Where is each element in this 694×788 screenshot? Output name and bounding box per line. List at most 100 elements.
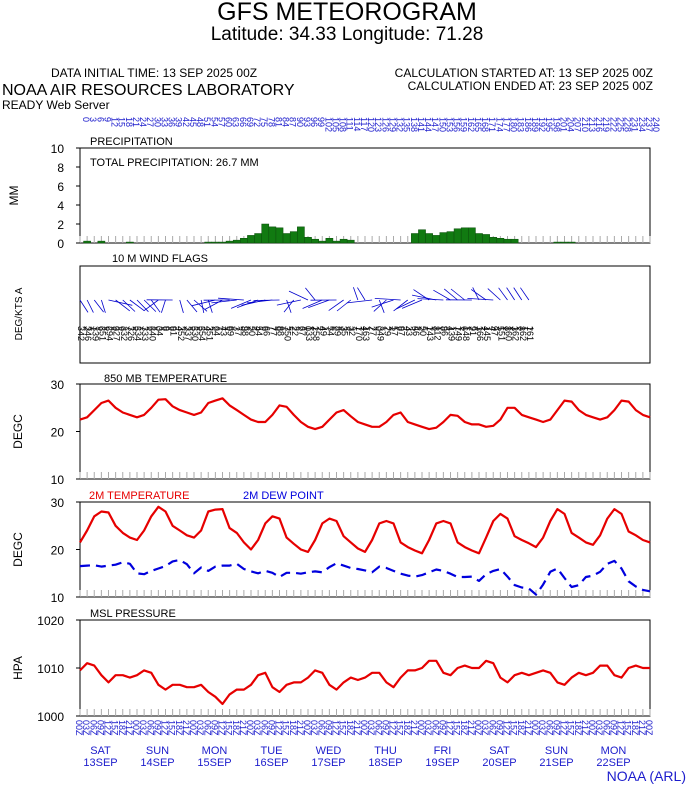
forecast-hour-label: 216: [594, 117, 604, 132]
wind-flag-label: 50: [418, 326, 428, 336]
wind-flag-label: 77: [368, 326, 378, 336]
wind-flag-label: 7: [424, 326, 434, 331]
day-of-week-label: MON: [601, 745, 627, 757]
forecast-hour-label: 138: [409, 117, 419, 132]
wind-barb: [143, 299, 159, 312]
utc-hour-label: 15Z: [509, 720, 519, 736]
utc-hour-label: 00Z: [644, 720, 654, 736]
utc-hour-label: 09Z: [608, 720, 618, 736]
utc-hour-label: 12Z: [559, 720, 569, 736]
wind-flag-label: 1: [89, 326, 99, 331]
wind-barb: [93, 299, 104, 313]
wind-flag-label: 5: [189, 326, 199, 331]
wind-barb: [371, 299, 394, 308]
precip-y-axis-tick-label: 0: [57, 237, 64, 251]
mslp-y-axis-tick-label: 1010: [37, 662, 64, 676]
wind-flag-label: 3: [339, 326, 349, 331]
t850-title: 850 MB TEMPERATURE: [104, 373, 227, 385]
forecast-hour-label: 6: [95, 117, 105, 122]
wind-flag-label: 4: [175, 326, 185, 331]
utc-hour-label: 09Z: [152, 720, 162, 736]
utc-hour-label: 03Z: [537, 720, 547, 736]
precip-bar: [318, 240, 327, 244]
wind-flag-label: 54: [325, 326, 335, 336]
precip-bar: [311, 238, 319, 244]
wind-flag-label: 8: [274, 326, 284, 331]
forecast-hour-label: 222: [608, 117, 618, 132]
wind-frame: [79, 265, 651, 364]
wind-flag-label: 2: [417, 326, 427, 331]
wind-flag-label: 333: [140, 326, 150, 341]
wind-flag-label: 9: [225, 326, 235, 331]
wind-flag-label: 7: [453, 326, 463, 331]
forecast-hour-label: 153: [444, 117, 454, 132]
wind-flag-label: 352: [176, 326, 186, 341]
utc-hour-label: 21Z: [238, 720, 248, 736]
forecast-hour-label: 117: [359, 117, 369, 131]
precip-bar: [567, 241, 576, 244]
wind-barb: [472, 287, 480, 301]
forecast-hour-label: 204: [566, 117, 576, 132]
precip-bar: [425, 233, 433, 244]
mslp-frame: [79, 619, 651, 717]
forecast-hour-label: 132: [395, 117, 405, 132]
precip-bar: [482, 234, 490, 244]
wind-flag-label: 326: [126, 326, 136, 341]
wind-flag-label: 349: [375, 326, 385, 341]
wind-flag-label: 158: [311, 326, 321, 341]
utc-hour-label: 12Z: [616, 720, 626, 736]
wind-barb: [433, 289, 451, 301]
wind-flag-label: 6: [103, 326, 113, 331]
wind-flag-label: 8: [431, 326, 441, 331]
wind-flag-label: 50: [247, 326, 257, 336]
forecast-hour-label: 24: [138, 117, 148, 127]
forecast-hour-label: 39: [174, 117, 184, 127]
wind-flag-label: 149: [454, 326, 464, 341]
data-initial-time: DATA INITIAL TIME: 13 SEP 2025 00Z: [51, 66, 258, 80]
utc-hour-label: 12Z: [103, 720, 113, 736]
wind-barb: [86, 299, 94, 313]
wind-flag-label: 342: [76, 326, 86, 341]
precip-bar: [275, 227, 284, 244]
forecast-hour-label: 123: [373, 117, 383, 132]
forecast-hour-label: 201: [558, 117, 568, 132]
precip-bar: [560, 241, 569, 244]
utc-hour-label: 15Z: [224, 720, 234, 736]
calculation-ended: CALCULATION ENDED AT: 23 SEP 2025 00Z: [407, 79, 653, 93]
date-label: 15SEP: [197, 757, 231, 769]
forecast-hour-label: 69: [245, 117, 255, 127]
precip-bar: [489, 237, 498, 244]
t850-y-axis-tick-label: 20: [51, 426, 65, 440]
wind-flag-label: 57: [390, 326, 400, 336]
forecast-hour-label: 195: [544, 117, 554, 132]
utc-hour-label: 00Z: [74, 720, 84, 736]
wind-flag-label: 9: [111, 326, 121, 331]
forecast-hour-label: 210: [580, 117, 590, 132]
wind-barb: [115, 299, 131, 312]
forecast-hour-label: 90: [295, 117, 305, 127]
wind-barb: [79, 299, 89, 313]
wind-flag-label: 5: [146, 326, 156, 331]
wind-flag-label: 5: [410, 326, 420, 331]
precip-bar: [240, 238, 248, 244]
precip-bar: [83, 240, 91, 244]
forecast-hour-label: 207: [573, 117, 583, 132]
forecast-hour-label: 99: [316, 117, 326, 127]
forecast-hour-label: 93: [302, 117, 312, 127]
precip-bar: [297, 226, 305, 244]
wind-barb: [302, 299, 323, 309]
wind-flag-label: 5: [132, 326, 142, 331]
wind-flag-label: 4: [317, 326, 327, 331]
utc-hour-label: 12Z: [502, 720, 512, 736]
forecast-hour-label: 120: [366, 117, 376, 132]
forecast-hour-label: 54: [209, 117, 219, 127]
precip-bar: [468, 227, 476, 244]
forecast-hour-label: 174: [494, 117, 504, 132]
utc-hour-label: 18Z: [516, 720, 526, 736]
wind-barb: [328, 299, 344, 311]
utc-hour-label: 06Z: [88, 720, 98, 736]
wind-flag-label: 337: [183, 326, 193, 341]
wind-flag-label: 162: [518, 326, 528, 341]
wind-flag-label: 67: [297, 326, 307, 336]
day-of-week-label: THU: [374, 745, 397, 757]
